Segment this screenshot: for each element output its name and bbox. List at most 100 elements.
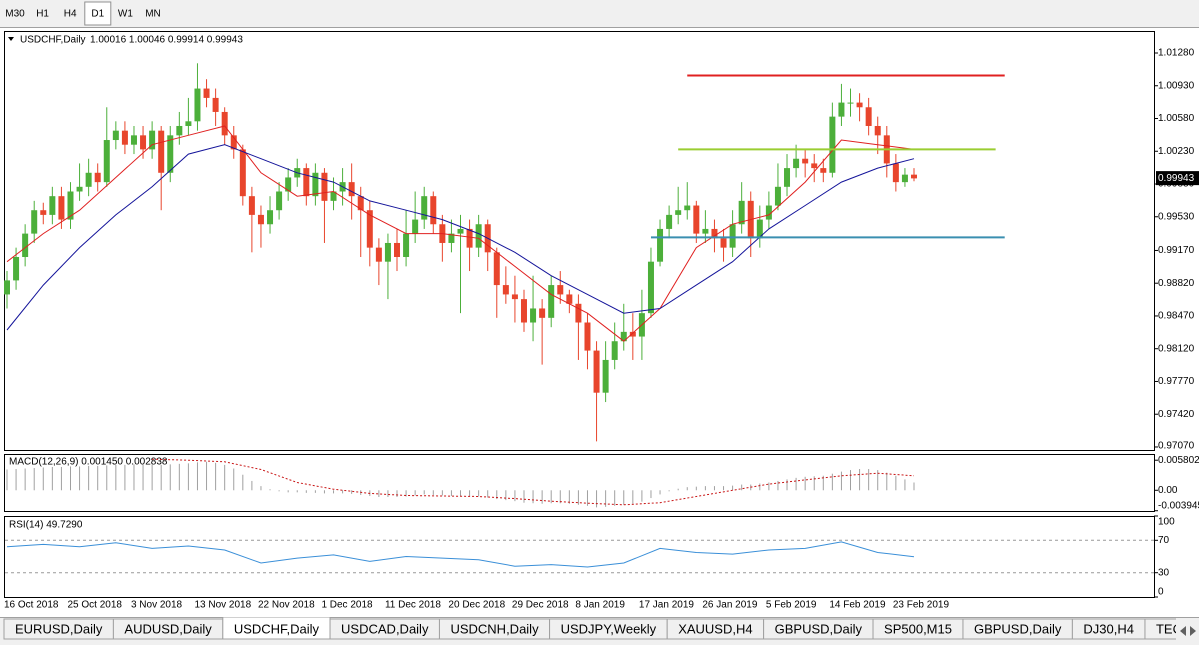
y-tick-label: 1.00580 [1158, 113, 1195, 124]
candle-body [820, 168, 827, 173]
candle-body [602, 359, 609, 393]
timeframe-label[interactable]: H4 [64, 9, 77, 20]
moving-average [6, 144, 915, 331]
y-tick-label: 0.98820 [1158, 278, 1195, 289]
x-tick-label: 1 Dec 2018 [321, 600, 373, 611]
timeframe-button[interactable] [2, 2, 28, 25]
candle-body [221, 111, 228, 136]
candle-body [31, 210, 38, 234]
y-tick-label: 0.00 [1158, 485, 1178, 496]
rsi-panel [4, 516, 1155, 598]
candle-body [303, 168, 310, 197]
x-tick-label: 25 Oct 2018 [67, 600, 122, 611]
candle-body [267, 210, 274, 225]
candle-body [620, 331, 627, 342]
main-panel [4, 31, 1155, 451]
candle-body [13, 257, 20, 281]
candle-body [802, 158, 809, 164]
candle-body [203, 88, 210, 98]
y-tick-label: 0.97420 [1158, 409, 1195, 420]
candle-body [901, 174, 908, 183]
timeframe-button[interactable] [140, 2, 166, 25]
menu-arrow[interactable] [8, 37, 14, 41]
tab-label[interactable]: USDCAD,Daily [341, 621, 429, 636]
candle-body [384, 242, 391, 262]
timeframe-button[interactable] [112, 2, 139, 25]
y-tick-label: 1.00930 [1158, 80, 1195, 91]
candle-body [403, 233, 410, 258]
tab-label[interactable]: SP500,M15 [884, 621, 952, 636]
x-tick-label: 11 Dec 2018 [385, 600, 441, 611]
candle-body [94, 172, 101, 183]
tab-label[interactable]: USDCNH,Daily [450, 621, 539, 636]
candle-body [829, 116, 836, 173]
candle-body [121, 130, 128, 145]
candle-body [4, 280, 10, 295]
candle-body [693, 205, 700, 234]
tab[interactable] [1144, 618, 1199, 640]
price-box [1156, 171, 1199, 186]
timeframe-label[interactable]: D1 [91, 9, 104, 20]
candle-body [892, 163, 899, 183]
candle-body [847, 102, 854, 104]
candle-body [149, 130, 156, 150]
candle-body [194, 88, 201, 122]
chart-ohlc: 1.00016 1.00046 0.99914 0.99943 [90, 35, 243, 46]
macd-panel [4, 454, 1155, 512]
candle-body [838, 102, 845, 117]
tab-label[interactable]: AUDUSD,Daily [124, 621, 212, 636]
timeframe-button[interactable] [29, 2, 56, 25]
candle-body [865, 107, 872, 126]
candle-body [720, 238, 727, 248]
x-tick-label: 13 Nov 2018 [194, 600, 251, 611]
timeframe-button[interactable] [84, 1, 112, 26]
candle-body [520, 299, 527, 323]
candle-body [103, 140, 110, 183]
timeframe-button[interactable] [57, 2, 84, 25]
candle-body [448, 233, 455, 243]
candle-body [756, 219, 763, 239]
x-tick-label: 3 Nov 2018 [131, 600, 183, 611]
candle-body [738, 200, 745, 225]
candle-body [394, 242, 401, 258]
tab-label[interactable]: USDJPY,Weekly [561, 621, 657, 636]
tab-label[interactable]: DJ30,H4 [1083, 621, 1134, 636]
candle-body [475, 224, 482, 248]
rsi-title: RSI(14) 49.7290 [9, 520, 83, 531]
y-tick-label: 0.005802 [1158, 455, 1199, 466]
y-tick-label: 0.99530 [1158, 211, 1195, 222]
tab-label[interactable]: XAUUSD,H4 [678, 621, 752, 636]
candle-body [530, 308, 537, 323]
tab-scroll-right[interactable] [1190, 626, 1196, 636]
timeframe-label[interactable]: M30 [5, 9, 25, 20]
tab-label[interactable]: USDCHF,Daily [234, 621, 320, 636]
tab-scroll-left[interactable] [1180, 626, 1186, 636]
tab-label[interactable]: GBPUSD,Daily [974, 621, 1062, 636]
candle-body [176, 125, 183, 136]
candle-body [158, 130, 165, 173]
y-tick-label: 0.97770 [1158, 376, 1195, 387]
candle-body [729, 224, 736, 248]
last-price: 0.99943 [1158, 173, 1195, 184]
x-tick-label: 5 Feb 2019 [766, 600, 817, 611]
timeframe-label[interactable]: H1 [36, 9, 49, 20]
y-tick-label: 1.00230 [1158, 146, 1195, 157]
y-tick-label: 1.01280 [1158, 48, 1195, 59]
candle-body [566, 294, 573, 304]
y-tick-label: 0.99170 [1158, 245, 1195, 256]
candle-body [67, 191, 74, 220]
candle-body [239, 149, 246, 197]
x-tick-label: 29 Dec 2018 [512, 600, 569, 611]
candle-body [257, 214, 264, 225]
timeframe-label[interactable]: W1 [118, 9, 133, 20]
tab-label[interactable]: TECH100,H4 [1156, 621, 1199, 636]
candle-body [675, 210, 682, 215]
candle-body [167, 135, 174, 173]
candle-body [140, 135, 147, 150]
candle-body [575, 303, 582, 323]
candle-body [49, 196, 56, 215]
tab-label[interactable]: EURUSD,Daily [15, 621, 103, 636]
timeframe-label[interactable]: MN [145, 9, 161, 20]
candle-body [629, 331, 636, 337]
tab-label[interactable]: GBPUSD,Daily [775, 621, 863, 636]
